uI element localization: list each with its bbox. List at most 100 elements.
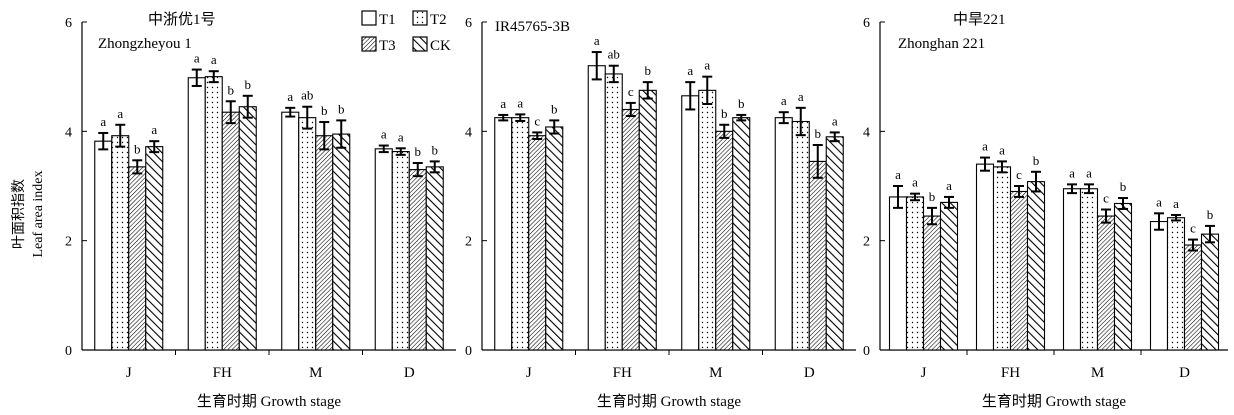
significance-letter: b (738, 96, 745, 111)
bar-t3 (408, 169, 427, 351)
y-tick-label: 0 (65, 344, 72, 359)
bar-t2 (391, 151, 410, 351)
legend-swatch-t2 (412, 10, 428, 26)
bar-t3 (221, 111, 240, 351)
y-tick-label: 2 (465, 235, 472, 250)
x-tick-label: J (126, 365, 132, 381)
significance-letter: a (117, 106, 123, 121)
chart-title-cn: 中旱221 (953, 11, 1006, 28)
bar-t3 (128, 166, 147, 351)
bar-t3 (315, 135, 334, 351)
significance-letter: c (534, 113, 540, 128)
legend-swatch-ck (412, 36, 428, 52)
significance-letter: b (338, 101, 345, 116)
legend-label-t1: T1 (379, 12, 396, 28)
y-tick-label: 6 (863, 16, 870, 31)
significance-letter: a (287, 89, 293, 104)
bar-t1 (888, 196, 908, 351)
significance-letter: c (1103, 191, 1109, 206)
bar-t3 (1096, 215, 1116, 351)
bar-t3 (808, 160, 827, 351)
significance-letter: a (912, 175, 918, 190)
bar-ck (939, 201, 959, 351)
bar-t1 (94, 140, 113, 351)
bar-t2 (791, 120, 810, 351)
legend-label-t2: T2 (430, 12, 447, 28)
legend: T1 T2 T3 CK (361, 10, 451, 54)
significance-letter: b (929, 189, 936, 204)
significance-letter: b (645, 63, 652, 78)
x-tick-label: D (1179, 365, 1190, 381)
chart-title-en: IR45765-3B (495, 19, 570, 35)
legend-swatch-t1 (361, 10, 377, 26)
bar-t2 (992, 166, 1012, 351)
significance-letter: a (1173, 196, 1179, 211)
chart-title-en: Zhonghan 221 (898, 36, 985, 52)
bar-ck (545, 126, 564, 351)
significance-letter: a (594, 33, 600, 48)
significance-letter: a (946, 178, 952, 193)
significance-letter: b (1120, 179, 1127, 194)
significance-letter: a (798, 89, 804, 104)
y-tick-label: 4 (65, 125, 72, 140)
significance-letter: b (415, 144, 422, 159)
significance-letter: a (687, 63, 693, 78)
significance-letter: a (832, 113, 838, 128)
x-axis-title: 生育时期 Growth stage (982, 393, 1126, 410)
significance-letter: c (1190, 221, 1196, 236)
x-axis-title: 生育时期 Growth stage (597, 393, 741, 410)
y-tick-label: 4 (465, 125, 472, 140)
bar-ck (1026, 181, 1046, 351)
significance-letter: b (432, 142, 439, 157)
bar-t3 (528, 135, 547, 351)
bar-t1 (1149, 220, 1169, 351)
x-tick-label: M (709, 365, 722, 381)
x-tick-label: J (526, 365, 532, 381)
bar-ck (332, 133, 351, 351)
legend-label-t3: T3 (379, 38, 396, 54)
bar-ck (1200, 233, 1220, 351)
significance-letter: b (321, 103, 328, 118)
bar-t2 (1079, 188, 1099, 351)
y-tick-label: 6 (465, 16, 472, 31)
x-tick-label: M (1091, 365, 1104, 381)
bar-t1 (975, 163, 995, 351)
significance-letter: a (982, 139, 988, 154)
bar-t2 (604, 73, 623, 351)
significance-letter: b (134, 141, 141, 156)
bar-ck (1113, 202, 1133, 351)
significance-letter: a (500, 96, 506, 111)
bar-ck (145, 146, 164, 351)
significance-letter: b (815, 126, 822, 141)
chart-title-en: Zhongzheyou 1 (98, 36, 192, 52)
significance-letter: a (1086, 165, 1092, 180)
x-axis-title: 生育时期 Growth stage (197, 393, 341, 410)
bar-t2 (1166, 217, 1186, 351)
significance-letter: c (1016, 167, 1022, 182)
significance-letter: a (1156, 194, 1162, 209)
significance-letter: ab (608, 47, 620, 62)
y-tick-label: 2 (863, 235, 870, 250)
bar-t1 (681, 95, 700, 351)
bar-t3 (922, 215, 942, 351)
legend-label-ck: CK (430, 38, 451, 54)
bar-ck (425, 166, 444, 351)
significance-letter: ab (301, 88, 313, 103)
significance-letter: b (721, 106, 728, 121)
significance-letter: a (1069, 165, 1075, 180)
significance-letter: a (704, 58, 710, 73)
bar-t1 (494, 117, 513, 351)
y-axis-title-cn: 叶面积指数 (11, 179, 27, 249)
bar-t2 (511, 117, 530, 351)
significance-letter: b (551, 101, 558, 116)
x-tick-label: FH (1001, 365, 1020, 381)
significance-letter: b (228, 82, 235, 97)
chart-title-cn: 中浙优1号 (148, 11, 216, 28)
x-tick-label: D (404, 365, 415, 381)
y-axis-title: 叶面积指数 Leaf area index (11, 170, 46, 257)
y-tick-label: 0 (863, 344, 870, 359)
bar-t2 (111, 135, 130, 351)
significance-letter: a (211, 52, 217, 67)
bar-t2 (698, 89, 717, 351)
